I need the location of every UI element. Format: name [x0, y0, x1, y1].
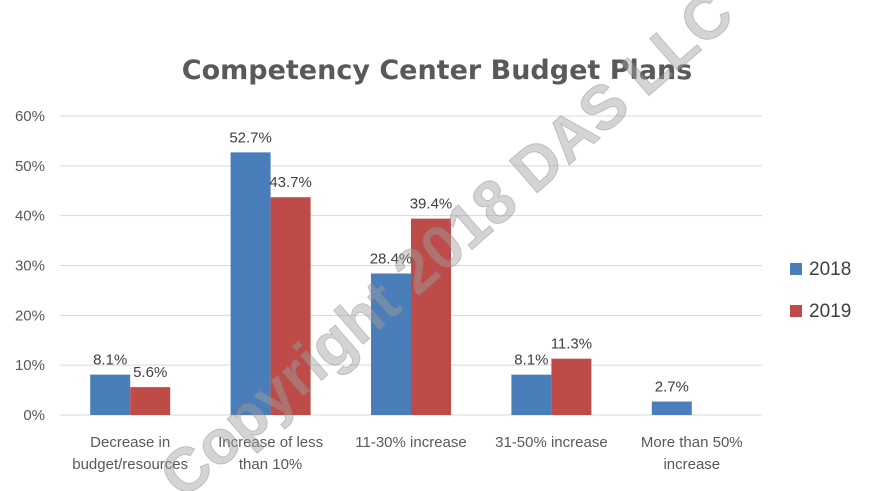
- y-tick-label: 10%: [15, 357, 45, 374]
- data-labels: 8.1%5.6%52.7%43.7%28.4%39.4%8.1%11.3%2.7…: [93, 129, 689, 395]
- data-label-2018: 8.1%: [514, 352, 548, 369]
- category-label: 11-30% increase: [355, 434, 466, 451]
- y-tick-label: 20%: [15, 307, 45, 324]
- data-label-2018: 8.1%: [93, 352, 127, 369]
- data-label-2019: 5.6%: [133, 364, 167, 381]
- bars: [90, 152, 692, 415]
- y-tick-label: 40%: [15, 208, 45, 225]
- data-label-2019: 11.3%: [551, 336, 592, 353]
- y-tick-label: 30%: [15, 258, 45, 275]
- legend: 2018 2019: [790, 259, 851, 322]
- y-tick-label: 60%: [15, 108, 45, 125]
- bar-2018: [230, 152, 271, 415]
- category-label: Decrease in budget/resources: [72, 434, 188, 473]
- y-axis-ticks: 0% 10% 20% 30% 40% 50% 60%: [15, 108, 45, 424]
- legend-label-2019: 2019: [809, 301, 851, 322]
- bar-2018: [651, 401, 692, 415]
- bar-2019: [130, 387, 171, 415]
- bar-2019: [270, 197, 311, 415]
- bar-2019: [551, 358, 592, 415]
- bar-2019: [411, 218, 451, 415]
- legend-swatch-2018: [790, 263, 802, 275]
- category-label: Increase of less than 10%: [218, 434, 323, 473]
- category-label: 31-50% increase: [495, 434, 608, 451]
- legend-swatch-2019: [790, 305, 802, 317]
- data-label-2019: 39.4%: [410, 196, 453, 213]
- category-label: More than 50% increase: [641, 434, 743, 473]
- bar-2018: [511, 374, 552, 415]
- data-label-2018: 28.4%: [370, 250, 413, 267]
- y-tick-label: 50%: [15, 158, 45, 175]
- chart-title: Competency Center Budget Plans: [182, 55, 693, 86]
- data-label-2018: 2.7%: [655, 379, 689, 396]
- legend-label-2018: 2018: [809, 259, 851, 280]
- data-label-2018: 52.7%: [229, 129, 272, 146]
- data-label-2019: 43.7%: [269, 174, 312, 191]
- x-axis-categories: Decrease in budget/resources Increase of l…: [72, 434, 742, 473]
- bar-2018: [371, 273, 411, 415]
- bar-2018: [90, 374, 131, 415]
- y-tick-label: 0%: [23, 407, 45, 424]
